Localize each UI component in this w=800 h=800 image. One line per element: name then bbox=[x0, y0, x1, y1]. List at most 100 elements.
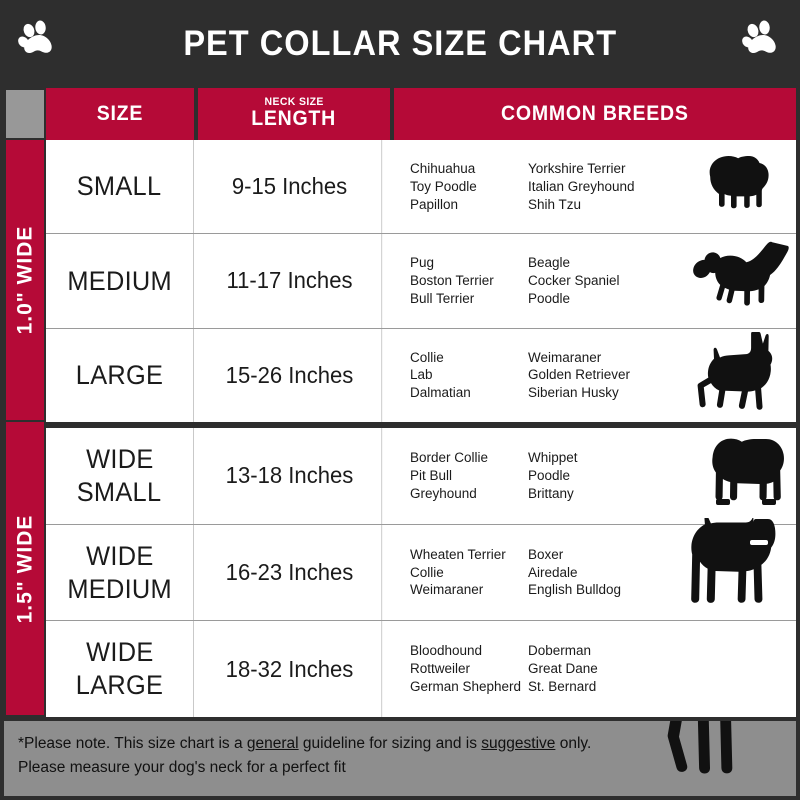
table-row: WIDE LARGE 18-32 Inches Bloodhound Rottw… bbox=[46, 621, 796, 718]
breed-name: Collie bbox=[410, 349, 444, 365]
breed-name: Pug bbox=[410, 255, 435, 271]
breed-name: Papillon bbox=[410, 196, 459, 212]
breed-name: Chihuahua bbox=[410, 160, 476, 176]
breed-name: Boston Terrier bbox=[410, 273, 494, 289]
footer-text-a: *Please note. This size chart is a bbox=[18, 735, 247, 752]
size-label: MEDIUM bbox=[67, 573, 172, 604]
breed-name: Golden Retriever bbox=[528, 367, 631, 383]
breed-name: Whippet bbox=[528, 450, 578, 466]
size-table: 1.0" WIDE 1.5" WIDE SIZE NECK SIZE LENGT… bbox=[0, 88, 800, 718]
breed-name: Brittany bbox=[528, 485, 574, 501]
breed-list-right: Weimaraner Golden Retriever Siberian Hus… bbox=[528, 349, 658, 402]
section-1-5-inch-wide: WIDE SMALL 13-18 Inches Border Collie Pi… bbox=[46, 428, 796, 718]
table-grid: SIZE NECK SIZE LENGTH COMMON BREEDS bbox=[46, 88, 796, 718]
breed-name: Beagle bbox=[528, 255, 571, 271]
cell-neck-length: 9-15 Inches bbox=[198, 140, 383, 234]
cell-size: WIDE SMALL bbox=[46, 428, 194, 524]
cell-neck-length: 15-26 Inches bbox=[198, 328, 383, 422]
column-header-size-label: SIZE bbox=[96, 102, 144, 125]
column-header-breeds: COMMON BREEDS bbox=[394, 88, 796, 140]
column-header-length: NECK SIZE LENGTH bbox=[198, 88, 390, 140]
doberman-silhouette bbox=[659, 721, 796, 796]
chart-header: PET COLLAR SIZE CHART bbox=[0, 0, 800, 88]
husky-silhouette bbox=[682, 330, 790, 420]
breed-name: Doberman bbox=[528, 643, 592, 659]
breed-name: Toy Poodle bbox=[410, 178, 477, 194]
breed-list-left: Bloodhound Rottweiler German Shepherd bbox=[410, 642, 528, 695]
footer-underline-suggestive: suggestive bbox=[481, 735, 556, 752]
cell-size: MEDIUM bbox=[46, 234, 194, 328]
size-label: LARGE bbox=[75, 670, 164, 701]
size-label: WIDE bbox=[85, 637, 154, 668]
beagle-silhouette bbox=[684, 240, 796, 324]
breed-list-left: Collie Lab Dalmatian bbox=[410, 349, 528, 402]
size-label: SMALL bbox=[77, 476, 162, 507]
size-label: SMALL bbox=[77, 171, 162, 202]
table-row: SMALL 9-15 Inches Chihuahua Toy Poodle P… bbox=[46, 140, 796, 235]
cell-common-breeds: Wheaten Terrier Collie Weimaraner Boxer … bbox=[386, 518, 796, 621]
breed-name: English Bulldog bbox=[528, 582, 622, 598]
breed-name: Cocker Spaniel bbox=[528, 273, 620, 289]
breed-name: Poodle bbox=[528, 467, 571, 483]
cell-common-breeds: Border Collie Pit Bull Greyhound Whippet… bbox=[386, 428, 796, 524]
bulldog-silhouette bbox=[688, 436, 792, 524]
footer-line-2: Please measure your dog's neck for a per… bbox=[18, 759, 346, 777]
footer-text-c: only. bbox=[555, 735, 592, 752]
size-label: WIDE bbox=[85, 443, 154, 474]
breed-name: Yorkshire Terrier bbox=[528, 160, 626, 176]
table-row: WIDE MEDIUM 16-23 Inches Wheaten Terrier… bbox=[46, 518, 796, 622]
breed-name: Greyhound bbox=[410, 485, 477, 501]
size-label: WIDE bbox=[85, 540, 154, 571]
breed-list-left: Chihuahua Toy Poodle Papillon bbox=[410, 160, 528, 213]
column-header-length-label: LENGTH bbox=[251, 107, 337, 130]
column-header-size: SIZE bbox=[46, 88, 194, 140]
breed-name: German Shepherd bbox=[410, 679, 522, 695]
cell-neck-length: 18-32 Inches bbox=[198, 621, 383, 718]
footer-text-b: guideline for sizing and is bbox=[298, 735, 482, 752]
breed-name: Bull Terrier bbox=[410, 290, 475, 306]
table-header-row: SIZE NECK SIZE LENGTH COMMON BREEDS bbox=[46, 88, 796, 140]
paw-print-icon bbox=[740, 17, 784, 61]
boxer-silhouette bbox=[682, 518, 794, 620]
cell-size: SMALL bbox=[46, 140, 194, 234]
cell-common-breeds: Chihuahua Toy Poodle Papillon Yorkshire … bbox=[386, 140, 796, 233]
breed-name: Great Dane bbox=[528, 661, 598, 677]
breed-name: Dalmatian bbox=[410, 385, 471, 401]
paw-print-icon bbox=[16, 17, 60, 61]
cell-common-breeds: Collie Lab Dalmatian Weimaraner Golden R… bbox=[386, 329, 796, 422]
cell-neck-length: 13-18 Inches bbox=[198, 428, 383, 524]
breed-name: Poodle bbox=[528, 290, 571, 306]
breed-list-left: Wheaten Terrier Collie Weimaraner bbox=[410, 546, 528, 599]
cell-size: WIDE MEDIUM bbox=[46, 524, 194, 621]
breed-list-right: Yorkshire Terrier Italian Greyhound Shih… bbox=[528, 160, 658, 213]
breed-name: Bloodhound bbox=[410, 643, 483, 659]
breed-list-left: Pug Boston Terrier Bull Terrier bbox=[410, 254, 528, 307]
breed-name: Weimaraner bbox=[410, 582, 484, 598]
width-rail-column: 1.0" WIDE 1.5" WIDE bbox=[4, 88, 46, 717]
breed-name: Airedale bbox=[528, 564, 578, 580]
page-title: PET COLLAR SIZE CHART bbox=[183, 24, 617, 63]
breed-name: Rottweiler bbox=[410, 661, 471, 677]
cell-common-breeds: Bloodhound Rottweiler German Shepherd Do… bbox=[386, 621, 796, 717]
breed-name: Shih Tzu bbox=[528, 196, 582, 212]
breed-name: Boxer bbox=[528, 546, 564, 562]
breed-name: Wheaten Terrier bbox=[410, 546, 506, 562]
table-body: SMALL 9-15 Inches Chihuahua Toy Poodle P… bbox=[46, 140, 796, 718]
cell-neck-length: 11-17 Inches bbox=[198, 234, 383, 328]
footer-underline-general: general bbox=[246, 735, 299, 752]
footer-line-1: *Please note. This size chart is a gener… bbox=[18, 732, 796, 756]
section-1-inch-wide: SMALL 9-15 Inches Chihuahua Toy Poodle P… bbox=[46, 140, 796, 422]
table-row: WIDE SMALL 13-18 Inches Border Collie Pi… bbox=[46, 428, 796, 525]
breed-list-left: Border Collie Pit Bull Greyhound bbox=[410, 449, 528, 502]
table-row: LARGE 15-26 Inches Collie Lab Dalmatian … bbox=[46, 328, 796, 422]
column-header-breeds-label: COMMON BREEDS bbox=[501, 102, 689, 125]
footer-note: *Please note. This size chart is a gener… bbox=[4, 721, 796, 796]
column-header-neck-size-sublabel: NECK SIZE bbox=[264, 96, 324, 108]
small-fluffy-dog-silhouette bbox=[692, 147, 788, 225]
breed-name: Collie bbox=[410, 564, 444, 580]
size-label: LARGE bbox=[75, 359, 164, 390]
rail-label-1-5-inch: 1.5" WIDE bbox=[13, 514, 36, 623]
breed-list-right: Doberman Great Dane St. Bernard bbox=[528, 642, 658, 695]
table-row: MEDIUM 11-17 Inches Pug Boston Terrier B… bbox=[46, 234, 796, 329]
breed-name: Siberian Husky bbox=[528, 385, 619, 401]
